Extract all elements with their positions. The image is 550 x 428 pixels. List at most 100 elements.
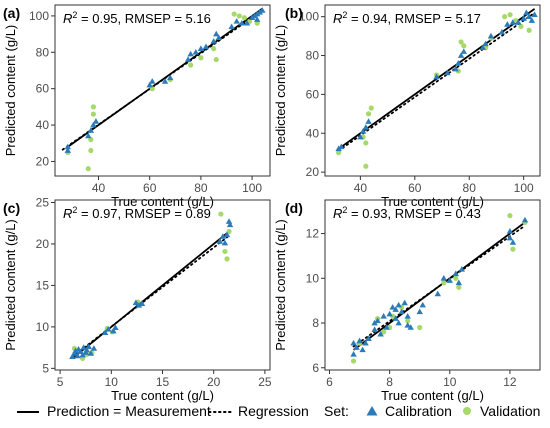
calibration-point — [85, 132, 92, 139]
calibration-point — [434, 290, 441, 297]
calibration-point — [215, 34, 223, 41]
y-tick-label: 8 — [312, 316, 319, 330]
x-tick-label: 80 — [463, 181, 477, 195]
panel-0: 40 60 80 100 20 40 60 80 100 True content (g/L) Pr… — [3, 4, 271, 209]
panel-frame — [324, 199, 541, 371]
x-tick-label: 12 — [503, 375, 517, 389]
plot-area — [335, 8, 538, 169]
annotation-values: = 0.94, RMSEP = 5.17 — [347, 11, 480, 26]
x-tick-label: 20 — [207, 375, 221, 389]
panel-frame — [324, 4, 541, 177]
calibration-marker-swatch — [366, 406, 378, 416]
calibration-point — [407, 324, 414, 330]
y-tick-label: 25 — [36, 195, 50, 209]
calibration-point — [83, 346, 90, 353]
calibration-point — [105, 326, 112, 332]
calibration-point — [444, 69, 451, 76]
plot-area — [61, 7, 266, 172]
y-tick-label: 80 — [36, 45, 50, 59]
panel-label: (c) — [3, 200, 20, 216]
calibration-point — [197, 45, 205, 51]
calibration-point — [254, 16, 261, 22]
validation-point — [507, 213, 513, 219]
metrics-annotation: R2 = 0.97, RMSEP = 0.89 — [63, 205, 211, 221]
calibration-point — [419, 301, 426, 308]
panel-frame — [54, 4, 271, 177]
y-tick-label: 40 — [36, 118, 50, 132]
calibration-point — [87, 350, 95, 356]
calibration-point — [386, 310, 393, 317]
y-tick-label: 20 — [36, 237, 50, 251]
calibration-point — [221, 239, 229, 246]
calibration-point — [528, 17, 536, 23]
calibration-point — [362, 339, 369, 346]
calibration-point — [228, 23, 235, 30]
calibration-point — [243, 19, 251, 26]
plot-area — [69, 211, 234, 361]
calibration-point — [482, 40, 489, 47]
metrics-annotation: R2 = 0.95, RMSEP = 5.16 — [63, 10, 211, 26]
panel-1: 40 60 80 100 20 40 60 80 100 True content (g/L) Pr… — [273, 4, 541, 209]
annotation-r: R — [333, 206, 342, 221]
y-tick-label: 5 — [42, 361, 49, 375]
calibration-point — [460, 48, 467, 54]
x-tick-label: 6 — [326, 375, 333, 389]
calibration-point — [259, 7, 266, 13]
calibration-point — [225, 218, 233, 224]
calibration-point — [487, 32, 495, 39]
calibration-point — [74, 352, 81, 359]
calibration-point — [149, 78, 156, 84]
x-tick-label: 40 — [354, 181, 368, 195]
calibration-point — [135, 302, 143, 308]
calibration-point — [380, 313, 387, 319]
calibration-point — [110, 327, 117, 334]
calibration-point — [213, 30, 220, 37]
y-tick-label: 60 — [306, 87, 320, 101]
x-tick-label: 100 — [242, 181, 262, 195]
calibration-point — [404, 313, 411, 319]
calibration-point — [455, 279, 463, 286]
identity-line — [71, 229, 231, 360]
calibration-point — [498, 28, 506, 35]
validation-point — [226, 228, 232, 235]
calibration-point — [192, 48, 199, 55]
validation-point — [336, 150, 342, 156]
calibration-point — [69, 353, 76, 360]
metrics-annotation: R2 = 0.93, RMSEP = 0.43 — [333, 205, 481, 221]
metrics-annotation: R2 = 0.94, RMSEP = 5.17 — [333, 10, 481, 26]
calibration-point — [184, 56, 192, 62]
calibration-point — [433, 73, 440, 80]
calibration-point — [216, 238, 224, 244]
annotation-values: = 0.97, RMSEP = 0.89 — [77, 206, 210, 221]
y-tick-label: 40 — [306, 126, 320, 140]
calibration-point — [72, 347, 79, 354]
x-tick-label: 8 — [386, 375, 393, 389]
validation-point — [90, 104, 96, 110]
y-tick-label: 15 — [36, 278, 50, 292]
calibration-point — [377, 330, 384, 337]
calibration-point — [85, 343, 92, 350]
validation-point — [236, 13, 242, 19]
x-tick-label: 40 — [92, 181, 106, 195]
calibration-point — [64, 147, 71, 153]
calibration-point — [452, 270, 460, 277]
validation-point — [254, 20, 260, 26]
regression-legend-label: Regression — [238, 403, 309, 419]
validation-point — [222, 248, 228, 255]
calibration-point — [112, 324, 119, 331]
calibration-point — [440, 274, 447, 281]
identity-line-swatch — [17, 411, 39, 413]
calibration-point — [226, 221, 234, 228]
panel-3: 6 8 10 12 6 8 10 12 True content (g/L) Predicted … — [273, 199, 541, 403]
calibration-point — [458, 266, 466, 272]
calibration-point — [138, 300, 146, 306]
calibration-point — [392, 306, 399, 312]
validation-point — [213, 56, 219, 63]
validation-point — [502, 14, 508, 20]
validation-marker-swatch — [463, 407, 471, 415]
x-tick-label: 25 — [258, 375, 272, 389]
calibration-point — [233, 18, 240, 24]
calibration-point — [374, 317, 381, 324]
validation-point — [368, 105, 374, 111]
calibration-point — [371, 326, 378, 333]
